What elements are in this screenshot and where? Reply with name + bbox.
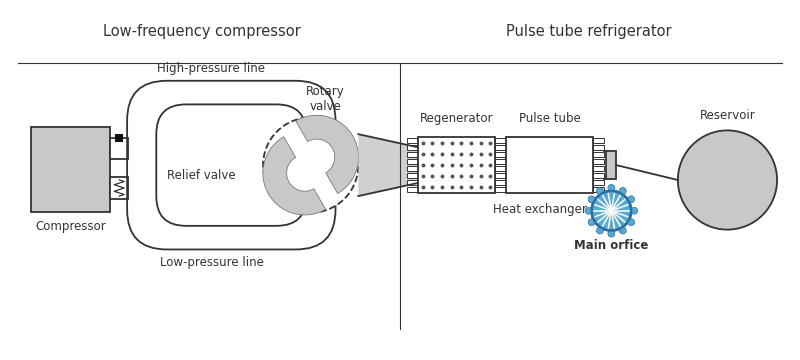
Circle shape: [608, 230, 615, 237]
FancyBboxPatch shape: [407, 166, 418, 171]
Circle shape: [597, 227, 603, 234]
Circle shape: [628, 219, 634, 226]
Circle shape: [585, 207, 592, 214]
FancyBboxPatch shape: [594, 152, 605, 157]
Text: Low-pressure line: Low-pressure line: [159, 256, 263, 269]
FancyBboxPatch shape: [594, 187, 605, 192]
Text: Main orfice: Main orfice: [574, 239, 649, 252]
FancyBboxPatch shape: [110, 177, 128, 199]
FancyBboxPatch shape: [407, 173, 418, 178]
FancyBboxPatch shape: [495, 187, 506, 192]
FancyBboxPatch shape: [495, 145, 506, 150]
FancyBboxPatch shape: [495, 152, 506, 157]
FancyBboxPatch shape: [495, 159, 506, 164]
FancyBboxPatch shape: [495, 180, 506, 185]
Text: Reservoir: Reservoir: [699, 109, 755, 122]
Wedge shape: [263, 137, 326, 215]
FancyBboxPatch shape: [495, 166, 506, 171]
FancyBboxPatch shape: [407, 159, 418, 164]
Circle shape: [608, 184, 615, 192]
FancyBboxPatch shape: [594, 166, 605, 171]
FancyBboxPatch shape: [31, 127, 110, 212]
FancyBboxPatch shape: [495, 173, 506, 178]
Circle shape: [628, 196, 634, 203]
Polygon shape: [358, 134, 418, 196]
Text: Heat exchanger: Heat exchanger: [493, 203, 587, 216]
FancyBboxPatch shape: [594, 145, 605, 150]
Text: Rotary
valve: Rotary valve: [306, 85, 345, 113]
Text: Pulse tube: Pulse tube: [519, 112, 581, 125]
Circle shape: [607, 207, 615, 215]
Circle shape: [619, 188, 626, 194]
FancyBboxPatch shape: [407, 187, 418, 192]
FancyBboxPatch shape: [418, 137, 495, 193]
Text: Compressor: Compressor: [35, 220, 106, 233]
Circle shape: [630, 207, 638, 214]
FancyBboxPatch shape: [115, 134, 123, 141]
Circle shape: [263, 117, 358, 213]
FancyBboxPatch shape: [407, 138, 418, 143]
FancyBboxPatch shape: [606, 151, 616, 179]
Text: Relief valve: Relief valve: [167, 168, 236, 181]
Wedge shape: [296, 115, 358, 193]
Text: Regenerator: Regenerator: [420, 112, 494, 125]
Text: High-pressure line: High-pressure line: [158, 62, 266, 75]
Circle shape: [588, 196, 595, 203]
FancyBboxPatch shape: [594, 138, 605, 143]
FancyBboxPatch shape: [506, 137, 594, 193]
Text: Low-frequency compressor: Low-frequency compressor: [102, 24, 301, 39]
FancyBboxPatch shape: [594, 159, 605, 164]
FancyBboxPatch shape: [407, 180, 418, 185]
Circle shape: [588, 219, 595, 226]
FancyBboxPatch shape: [594, 180, 605, 185]
FancyBboxPatch shape: [407, 152, 418, 157]
FancyBboxPatch shape: [594, 173, 605, 178]
Circle shape: [591, 191, 631, 231]
Text: Pulse tube refrigerator: Pulse tube refrigerator: [506, 24, 671, 39]
Circle shape: [619, 227, 626, 234]
Circle shape: [678, 130, 777, 230]
FancyBboxPatch shape: [495, 138, 506, 143]
Circle shape: [597, 188, 603, 194]
FancyBboxPatch shape: [407, 145, 418, 150]
FancyBboxPatch shape: [110, 138, 128, 159]
